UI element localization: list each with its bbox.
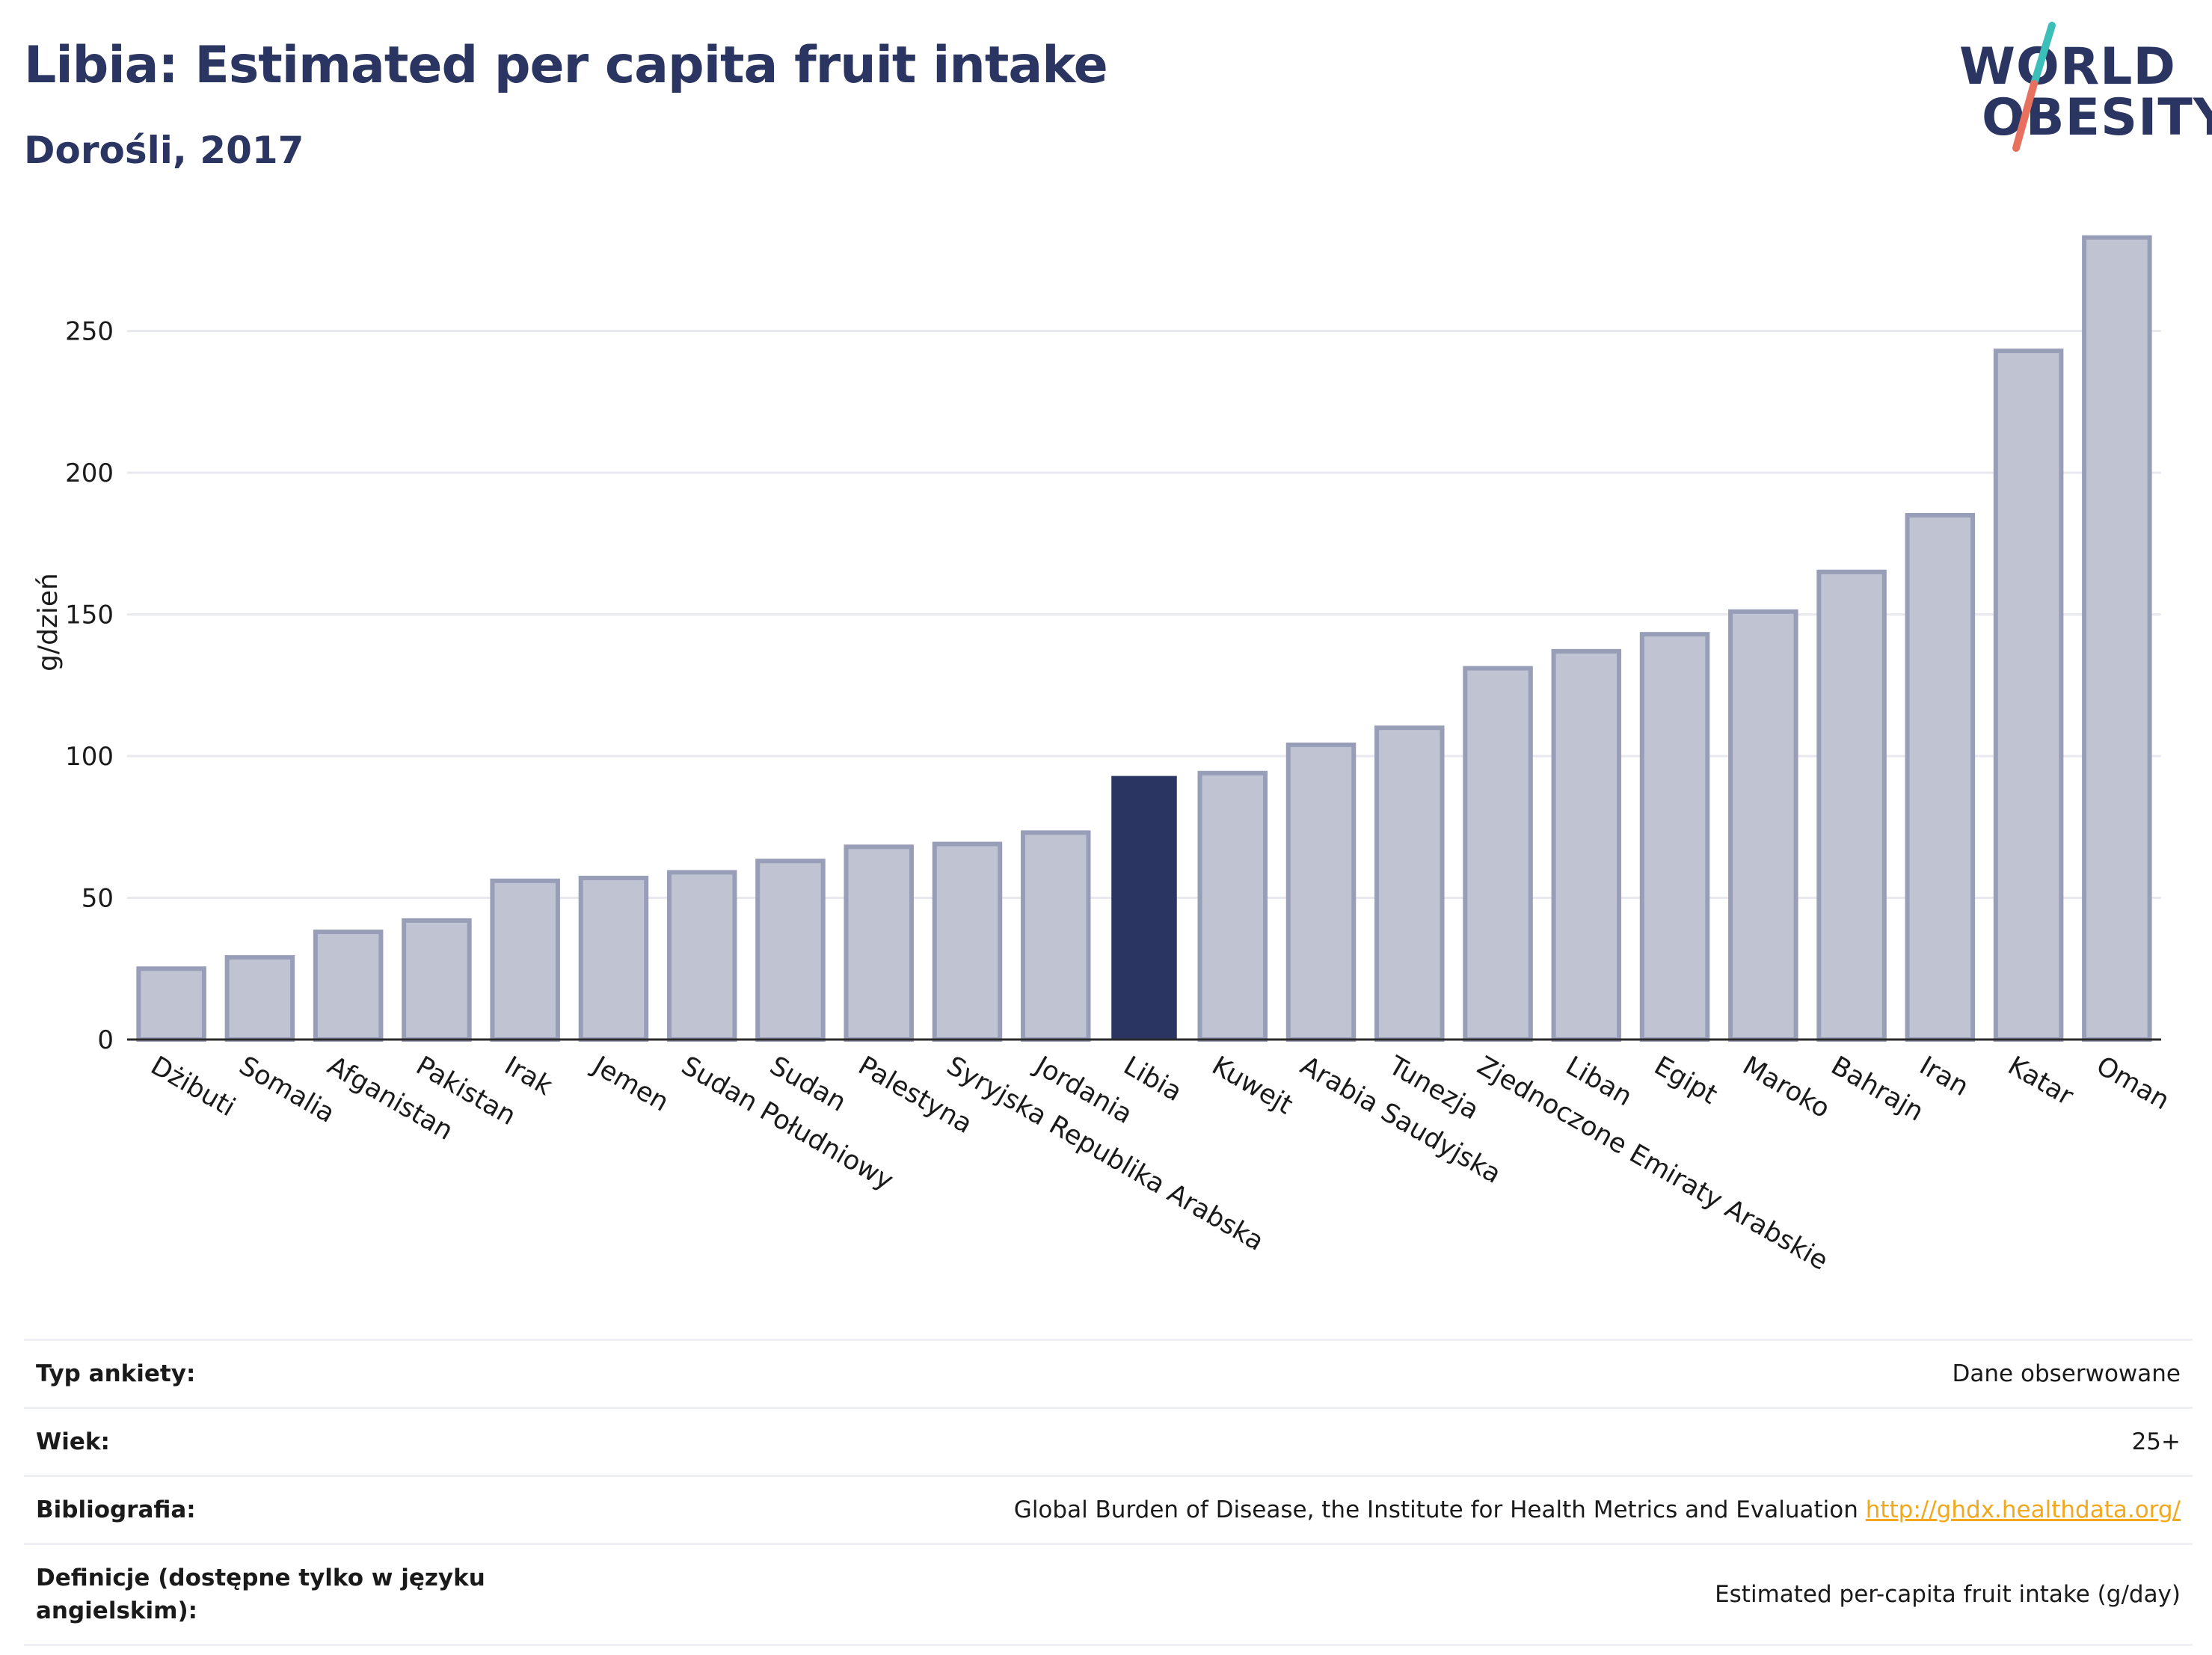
bar-Jordania <box>1020 830 1091 1042</box>
bar-Palestyna <box>844 844 914 1042</box>
y-tick-label: 150 <box>65 601 114 630</box>
bar-Tunezja <box>1374 725 1445 1042</box>
bars <box>136 235 2152 1043</box>
x-tick-label: Bahrajn <box>1826 1051 1929 1127</box>
bar-Irak <box>490 878 560 1042</box>
info-value: Dane obserwowane <box>526 1339 2193 1408</box>
y-tick-label: 50 <box>82 884 114 914</box>
bar-Somalia <box>224 955 295 1042</box>
info-label: Wiek: <box>24 1407 526 1476</box>
chart-title: Libia: Estimated per capita fruit intake <box>24 36 1108 95</box>
y-tick-label: 100 <box>65 742 114 772</box>
bar-Sudan <box>755 859 826 1043</box>
bar-Zjednoczone Emiraty Arabskie <box>1463 666 1533 1042</box>
x-tick-label: Somalia <box>234 1051 340 1129</box>
x-tick-label: Iran <box>1914 1051 1973 1102</box>
bar-Bahrajn <box>1816 569 1887 1042</box>
info-value: Global Burden of Disease, the Institute … <box>1013 1496 1858 1523</box>
info-label: Definicje (dostępne tylko w języku angie… <box>24 1543 526 1646</box>
x-tick-label: Katar <box>2003 1051 2078 1112</box>
x-tick-label: Maroko <box>1737 1051 1834 1124</box>
bar-Liban <box>1551 648 1622 1042</box>
bar-Arabia Saudyjska <box>1285 742 1357 1042</box>
bar-chart: 050100150200250DżibutiSomaliaAfganistanP… <box>33 235 2175 1277</box>
info-value: 25+ <box>526 1407 2193 1476</box>
logo-slash-icon <box>2012 22 2056 152</box>
bar-Oman <box>2082 235 2152 1042</box>
chart-subtitle: Dorośli, 2017 <box>24 129 304 172</box>
source-link[interactable]: http://ghdx.healthdata.org/ <box>1865 1496 2181 1523</box>
info-row-age: Wiek: 25+ <box>24 1407 2193 1476</box>
y-tick-label: 0 <box>97 1025 114 1055</box>
x-tick-label: Kuwejt <box>1207 1051 1297 1120</box>
bar-Afganistan <box>313 930 384 1042</box>
x-tick-label: Dżibuti <box>146 1051 240 1123</box>
x-tick-label: Oman <box>2091 1051 2174 1116</box>
info-label: Typ ankiety: <box>24 1339 526 1408</box>
bar-Jemen <box>578 876 649 1042</box>
y-axis-label: g/dzień <box>33 573 64 672</box>
bar-Dżibuti <box>136 966 206 1043</box>
x-tick-label: Jemen <box>586 1050 674 1117</box>
info-value-wrap: Global Burden of Disease, the Institute … <box>526 1475 2193 1544</box>
bar-Iran <box>1905 512 1976 1042</box>
info-row-survey-type: Typ ankiety: Dane obserwowane <box>24 1339 2193 1408</box>
bar-Maroko <box>1728 609 1798 1042</box>
info-value: Estimated per-capita fruit intake (g/day… <box>526 1543 2193 1646</box>
bar-Kuwejt <box>1197 770 1268 1042</box>
x-tick-label: Irak <box>500 1051 558 1102</box>
bar-Sudan Południowy <box>666 870 737 1042</box>
info-label: Bibliografia: <box>24 1475 526 1544</box>
x-tick-label: Egipt <box>1649 1051 1722 1111</box>
info-table: Typ ankiety: Dane obserwowane Wiek: 25+ … <box>24 1339 2193 1646</box>
y-tick-label: 200 <box>65 458 114 488</box>
y-tick-label: 250 <box>65 317 114 347</box>
bar-Pakistan <box>402 918 472 1043</box>
logo-line-1: WORLD <box>1959 37 2176 96</box>
info-row-bibliography: Bibliografia: Global Burden of Disease, … <box>24 1475 2193 1544</box>
bar-Libia <box>1111 776 1177 1040</box>
world-obesity-logo: WORLD OBESITY <box>1959 19 2212 154</box>
bar-Katar <box>1993 348 2064 1042</box>
info-row-definitions: Definicje (dostępne tylko w języku angie… <box>24 1543 2193 1646</box>
bar-Egipt <box>1639 632 1710 1042</box>
bar-Syryjska Republika Arabska <box>932 841 1003 1043</box>
